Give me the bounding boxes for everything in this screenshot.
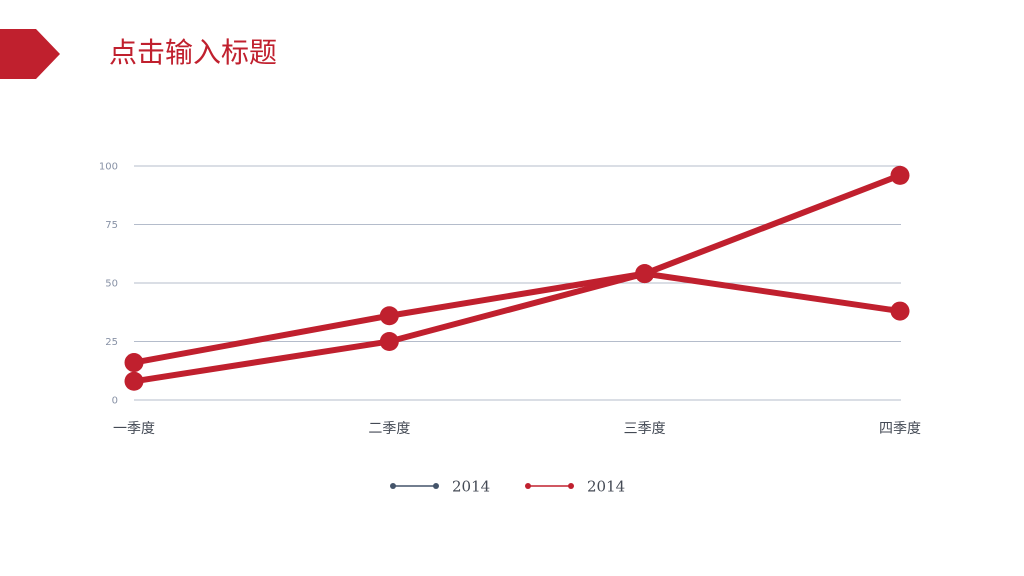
legend-item[interactable]: 2014 xyxy=(525,478,625,496)
data-point[interactable] xyxy=(635,264,655,284)
legend-marker xyxy=(390,483,396,489)
y-tick-label: 100 xyxy=(99,162,118,173)
slide-title[interactable]: 点击输入标题 xyxy=(109,36,278,69)
legend-label: 2014 xyxy=(587,478,625,496)
x-category-label: 四季度 xyxy=(879,421,921,437)
y-tick-label: 50 xyxy=(105,279,118,290)
y-axis-tick-labels: 0 25 50 75 100 xyxy=(99,162,118,407)
series-1 xyxy=(124,165,910,391)
legend-marker xyxy=(525,483,531,489)
x-axis-category-labels: 一季度 二季度 三季度 四季度 xyxy=(113,421,921,437)
series-2 xyxy=(124,264,910,373)
data-point[interactable] xyxy=(124,353,144,373)
legend-marker xyxy=(433,483,439,489)
series-line xyxy=(131,172,903,385)
y-tick-label: 25 xyxy=(105,337,118,348)
chart-legend: 2014 2014 xyxy=(390,478,625,496)
title-accent-tab xyxy=(0,29,60,79)
legend-marker xyxy=(568,483,574,489)
y-tick-label: 0 xyxy=(112,396,118,407)
legend-label: 2014 xyxy=(452,478,490,496)
x-category-label: 二季度 xyxy=(368,421,410,437)
legend-item[interactable]: 2014 xyxy=(390,478,490,496)
x-category-label: 三季度 xyxy=(624,421,666,437)
data-point[interactable] xyxy=(890,165,910,185)
chart-series xyxy=(124,165,910,391)
data-point[interactable] xyxy=(124,371,144,391)
x-category-label: 一季度 xyxy=(113,421,155,437)
data-point[interactable] xyxy=(379,306,399,326)
data-point[interactable] xyxy=(379,332,399,351)
data-point[interactable] xyxy=(890,301,910,321)
series-line xyxy=(131,270,903,366)
y-tick-label: 75 xyxy=(105,220,118,231)
